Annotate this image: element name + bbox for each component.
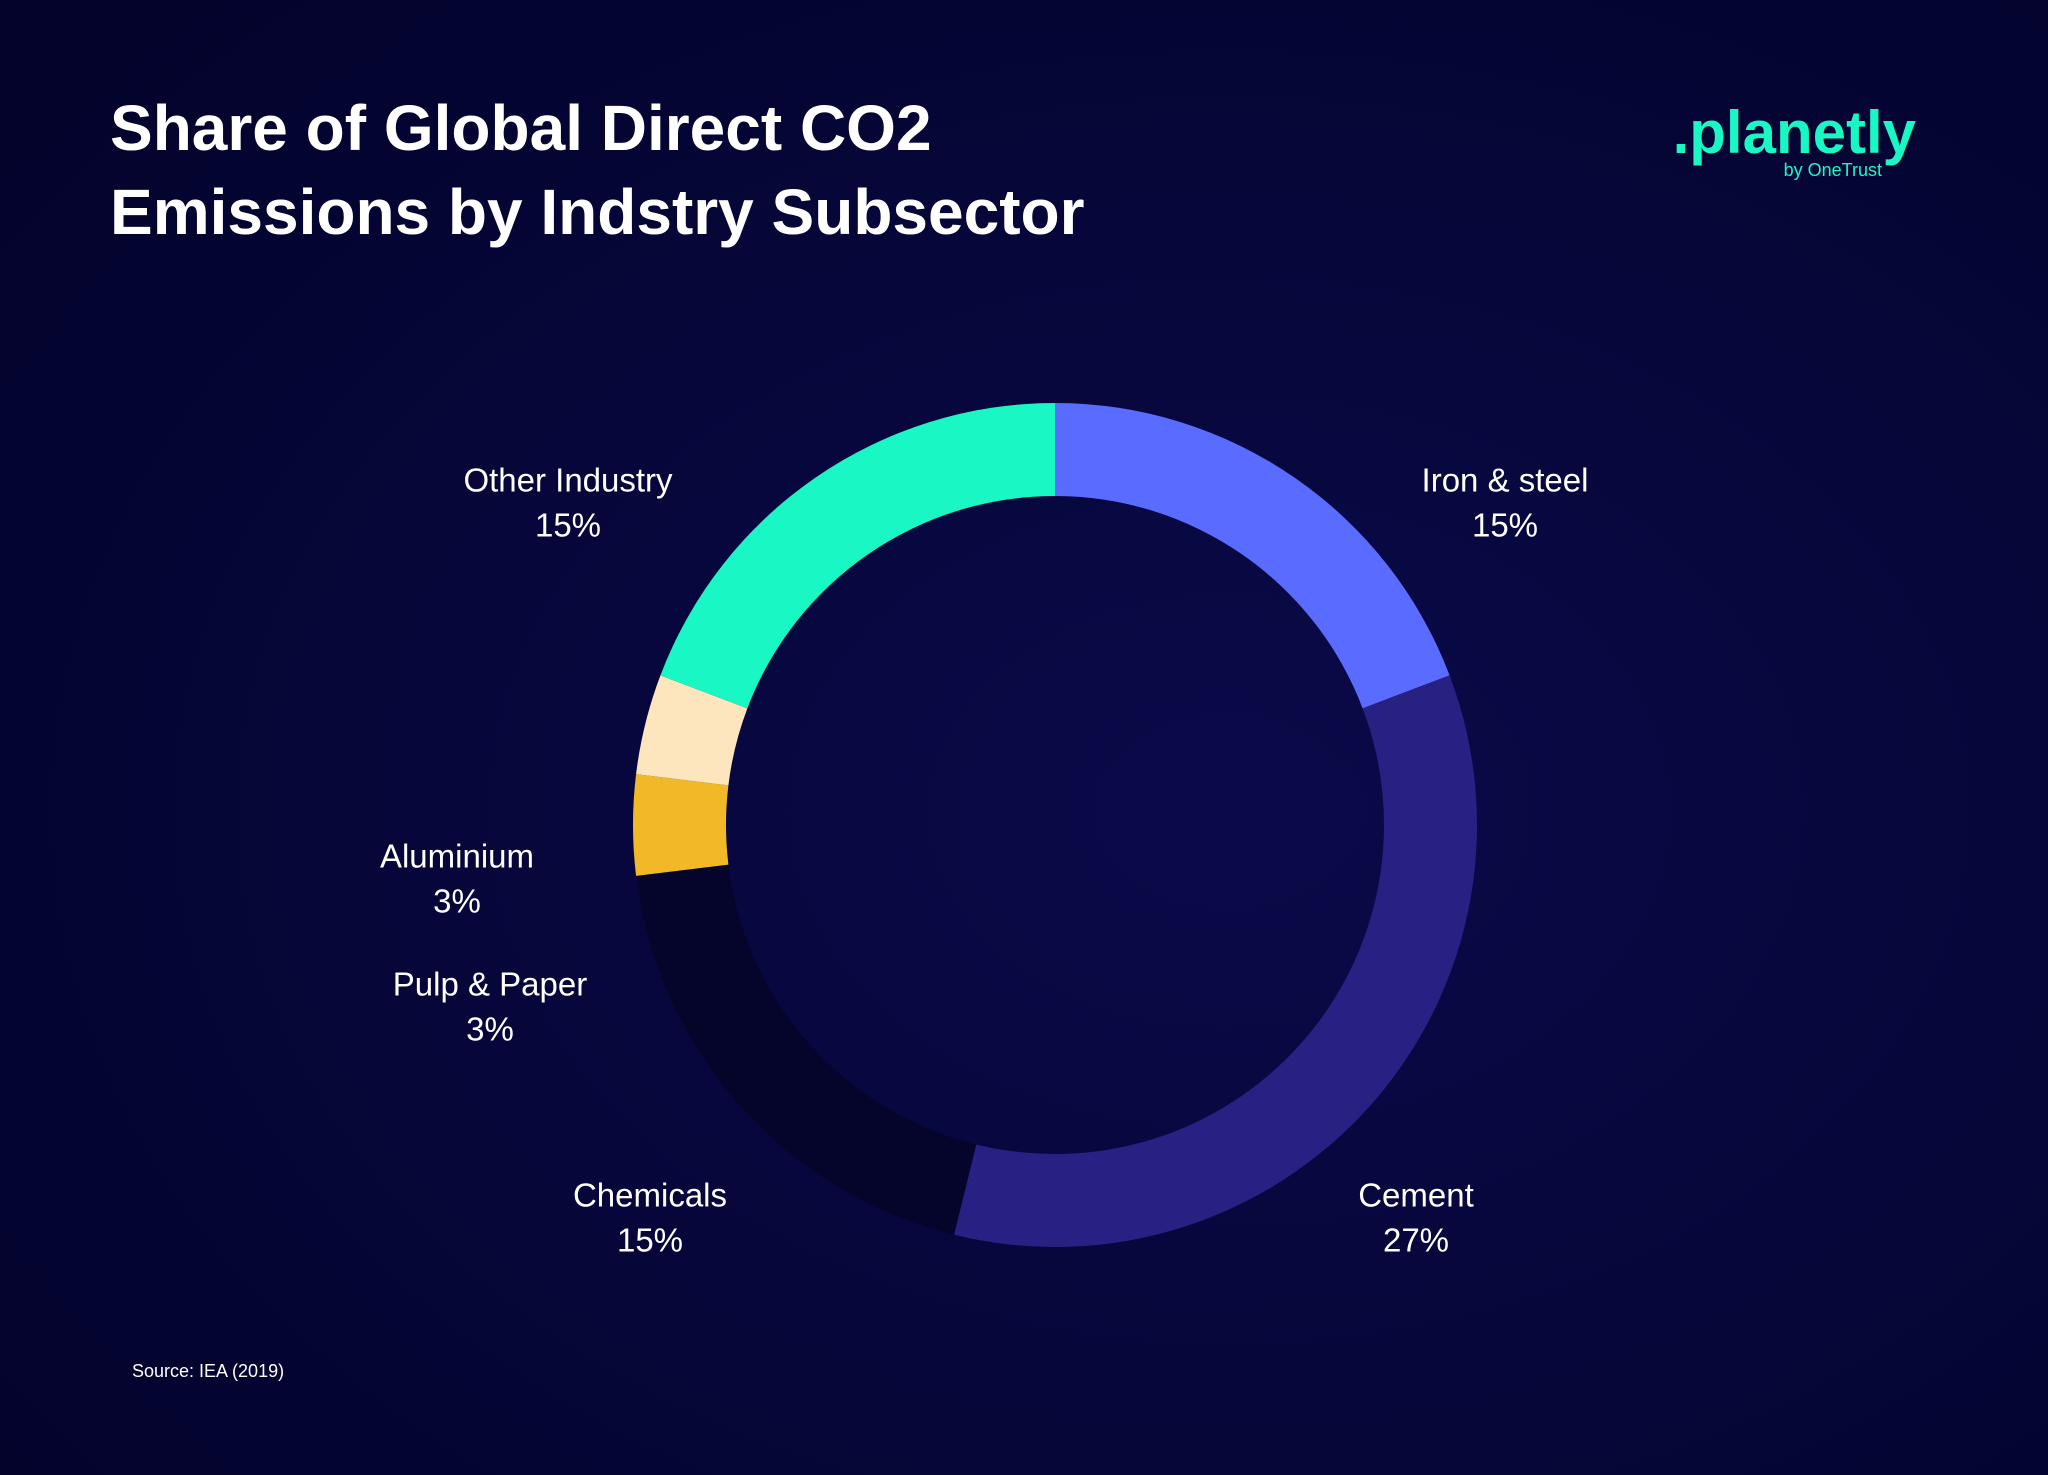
segment-label: Iron & steel <box>1422 462 1589 499</box>
segment-label: Chemicals <box>573 1177 727 1214</box>
segment-value-label: 15% <box>1472 507 1538 544</box>
segment-value-label: 27% <box>1383 1222 1449 1259</box>
chart-title: Share of Global Direct CO2 <box>110 92 932 164</box>
segment-label: Other Industry <box>463 462 673 499</box>
donut-segment <box>632 774 729 876</box>
segment-label: Aluminium <box>380 838 534 875</box>
segment-value-label: 3% <box>466 1011 514 1048</box>
segment-value-label: 15% <box>535 507 601 544</box>
donut-segment <box>636 864 977 1235</box>
donut-segment <box>660 403 1055 709</box>
segment-label: Cement <box>1358 1177 1474 1214</box>
chart-title: Emissions by Indstry Subsector <box>110 176 1085 248</box>
logo-tagline: by OneTrust <box>1784 160 1882 180</box>
segment-value-label: 3% <box>433 883 481 920</box>
segment-label: Pulp & Paper <box>393 966 587 1003</box>
donut-segment <box>636 675 748 786</box>
source: Source: IEA (2019) <box>132 1361 284 1381</box>
logo: .planetly <box>1673 99 1917 166</box>
donut-segment <box>1055 403 1450 709</box>
segment-value-label: 15% <box>617 1222 683 1259</box>
donut-segment <box>954 675 1477 1247</box>
